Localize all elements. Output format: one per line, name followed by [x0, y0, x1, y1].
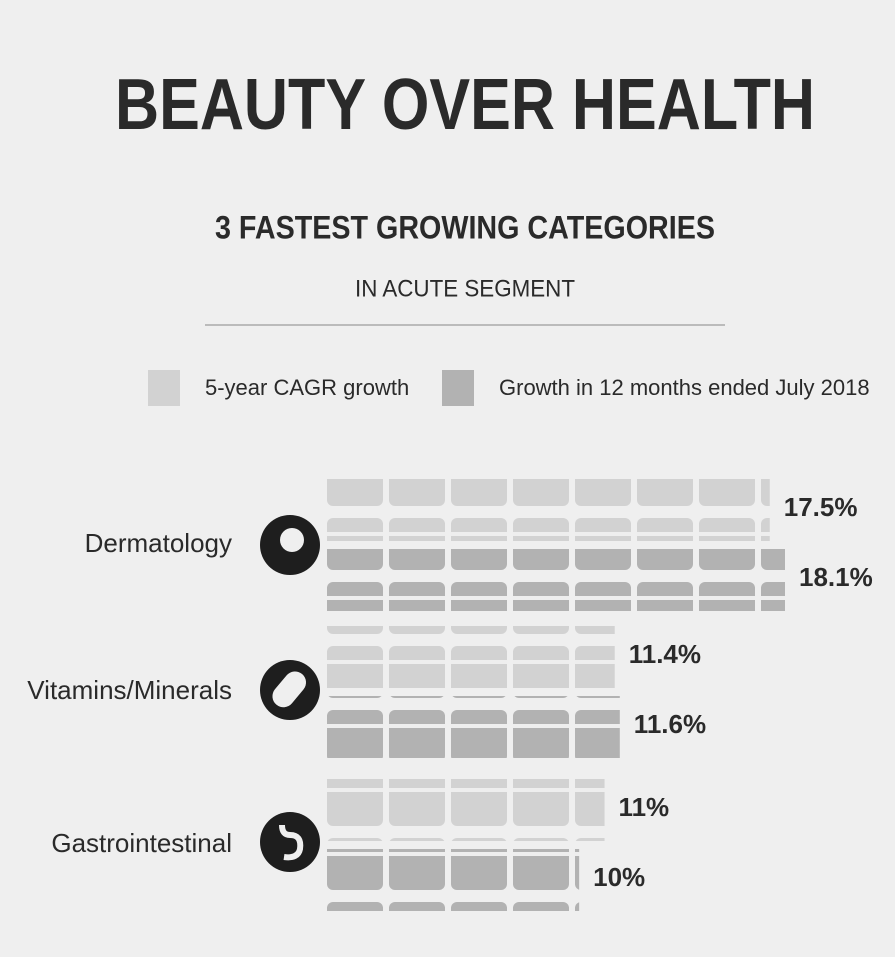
category-icons [260, 515, 320, 872]
legend-swatch [148, 370, 180, 406]
chart-subtitle: 3 FASTEST GROWING CATEGORIES [215, 209, 715, 245]
bar [325, 549, 785, 611]
category-label: Vitamins/Minerals [27, 675, 232, 705]
icon [272, 671, 307, 708]
value-label: 11% [619, 792, 670, 822]
legend-swatch [442, 370, 474, 406]
chart-subtitle-2: IN ACUTE SEGMENT [355, 275, 575, 302]
legend-label: Growth in 12 months ended July 2018 [499, 375, 870, 400]
category-label: Dermatology [85, 528, 232, 558]
value-label: 11.6% [634, 709, 706, 739]
bar [325, 479, 770, 541]
category-label: Gastrointestinal [51, 828, 232, 858]
value-label: 10% [593, 862, 645, 892]
icon [280, 528, 304, 552]
icon [260, 812, 320, 872]
bar [325, 849, 580, 911]
bar [325, 626, 615, 688]
value-label: 18.1% [799, 562, 873, 592]
legend-label: 5-year CAGR growth [205, 375, 409, 400]
value-label: 11.4% [629, 639, 701, 669]
icon [279, 824, 304, 861]
bar [325, 779, 605, 841]
bar [325, 696, 620, 758]
value-label: 17.5% [784, 492, 858, 522]
chart-title: BEAUTY OVER HEALTH [115, 65, 815, 145]
